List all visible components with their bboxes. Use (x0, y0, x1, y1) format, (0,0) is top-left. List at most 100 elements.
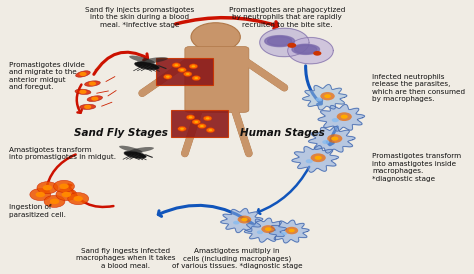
Ellipse shape (76, 71, 90, 77)
Circle shape (203, 116, 212, 121)
Circle shape (341, 115, 348, 119)
Polygon shape (260, 28, 309, 57)
Circle shape (313, 51, 321, 56)
Circle shape (315, 156, 322, 160)
Circle shape (172, 63, 181, 68)
Circle shape (200, 125, 204, 127)
Ellipse shape (140, 57, 168, 64)
Text: Sand fly ingests infected
macrophages when it takes
a blood meal.: Sand fly ingests infected macrophages wh… (76, 248, 175, 269)
Circle shape (209, 129, 212, 131)
Text: Promastigotes divide
and migrate to the
anterior midgut
and foregut.: Promastigotes divide and migrate to the … (9, 62, 85, 90)
Circle shape (331, 136, 338, 141)
Circle shape (206, 117, 210, 119)
Polygon shape (309, 126, 355, 153)
Text: Sand Fly Stages: Sand Fly Stages (74, 128, 168, 138)
Circle shape (186, 73, 190, 75)
Circle shape (59, 184, 69, 189)
Polygon shape (288, 38, 333, 64)
Circle shape (337, 112, 352, 121)
Circle shape (189, 116, 192, 118)
Circle shape (289, 229, 295, 232)
Circle shape (44, 195, 65, 207)
Circle shape (261, 225, 275, 233)
Ellipse shape (119, 146, 143, 153)
Text: Amastigotes multiply in
cells (including macrophages)
of various tissues. *diagn: Amastigotes multiply in cells (including… (172, 248, 302, 269)
Text: Amastigotes transform
into promastigotes in midgut.: Amastigotes transform into promastigotes… (9, 147, 117, 160)
Ellipse shape (87, 96, 102, 102)
Circle shape (79, 90, 87, 94)
Circle shape (183, 72, 192, 76)
Ellipse shape (129, 56, 155, 64)
Circle shape (281, 232, 287, 235)
Polygon shape (318, 104, 365, 131)
Circle shape (89, 81, 96, 86)
Circle shape (233, 221, 239, 224)
Circle shape (198, 124, 206, 129)
Polygon shape (292, 44, 319, 54)
Text: Promastigotes are phagocytized
by neutrophils that are rapidly
recruited to the : Promastigotes are phagocytized by neutro… (228, 7, 345, 28)
Circle shape (68, 193, 89, 205)
Circle shape (50, 199, 59, 204)
Circle shape (241, 218, 248, 221)
Circle shape (192, 119, 201, 124)
Circle shape (316, 98, 322, 101)
Circle shape (191, 23, 240, 51)
Polygon shape (267, 37, 292, 45)
Circle shape (194, 121, 198, 123)
Polygon shape (265, 36, 294, 47)
Ellipse shape (129, 147, 154, 153)
Circle shape (324, 94, 331, 98)
Ellipse shape (124, 151, 146, 159)
Ellipse shape (84, 81, 100, 86)
Circle shape (180, 69, 184, 71)
Circle shape (30, 189, 51, 201)
Circle shape (265, 227, 272, 231)
Polygon shape (269, 220, 309, 243)
Polygon shape (292, 145, 338, 172)
Circle shape (79, 72, 87, 76)
Circle shape (327, 134, 342, 143)
Circle shape (43, 185, 52, 190)
Circle shape (174, 64, 178, 66)
Ellipse shape (135, 62, 159, 70)
Circle shape (194, 77, 198, 79)
Circle shape (73, 196, 83, 201)
Circle shape (287, 43, 296, 48)
FancyBboxPatch shape (209, 38, 223, 56)
Circle shape (206, 128, 215, 133)
Circle shape (332, 118, 339, 122)
Circle shape (310, 153, 326, 162)
Circle shape (180, 128, 184, 130)
Circle shape (186, 115, 195, 120)
Circle shape (237, 216, 251, 224)
Circle shape (257, 230, 263, 234)
Circle shape (37, 182, 58, 194)
Polygon shape (156, 58, 213, 85)
Circle shape (191, 65, 195, 67)
Circle shape (84, 105, 91, 109)
Ellipse shape (75, 89, 91, 95)
FancyBboxPatch shape (185, 47, 249, 112)
Circle shape (285, 227, 298, 234)
Circle shape (36, 192, 45, 197)
Circle shape (322, 140, 329, 144)
Text: Human Stages: Human Stages (240, 128, 324, 138)
Circle shape (62, 192, 71, 197)
Circle shape (54, 180, 74, 192)
Polygon shape (221, 209, 263, 233)
Circle shape (178, 126, 186, 131)
Polygon shape (294, 45, 317, 53)
Circle shape (56, 189, 77, 201)
Polygon shape (245, 218, 286, 242)
Polygon shape (302, 85, 347, 110)
Text: Infected neutrophils
release the parasites,
which are then consumed
by macrophag: Infected neutrophils release the parasit… (372, 74, 465, 102)
Polygon shape (171, 110, 228, 137)
Text: Sand fly injects promastigotes
into the skin during a blood
meal. *infective sta: Sand fly injects promastigotes into the … (85, 7, 194, 28)
Circle shape (192, 76, 201, 81)
Text: Promastigotes transform
into amastigotes inside
macrophages.
*diagnostic stage: Promastigotes transform into amastigotes… (372, 153, 461, 182)
Circle shape (91, 96, 99, 101)
Circle shape (166, 76, 170, 78)
Circle shape (178, 67, 186, 72)
Circle shape (320, 92, 335, 100)
Ellipse shape (80, 104, 96, 109)
